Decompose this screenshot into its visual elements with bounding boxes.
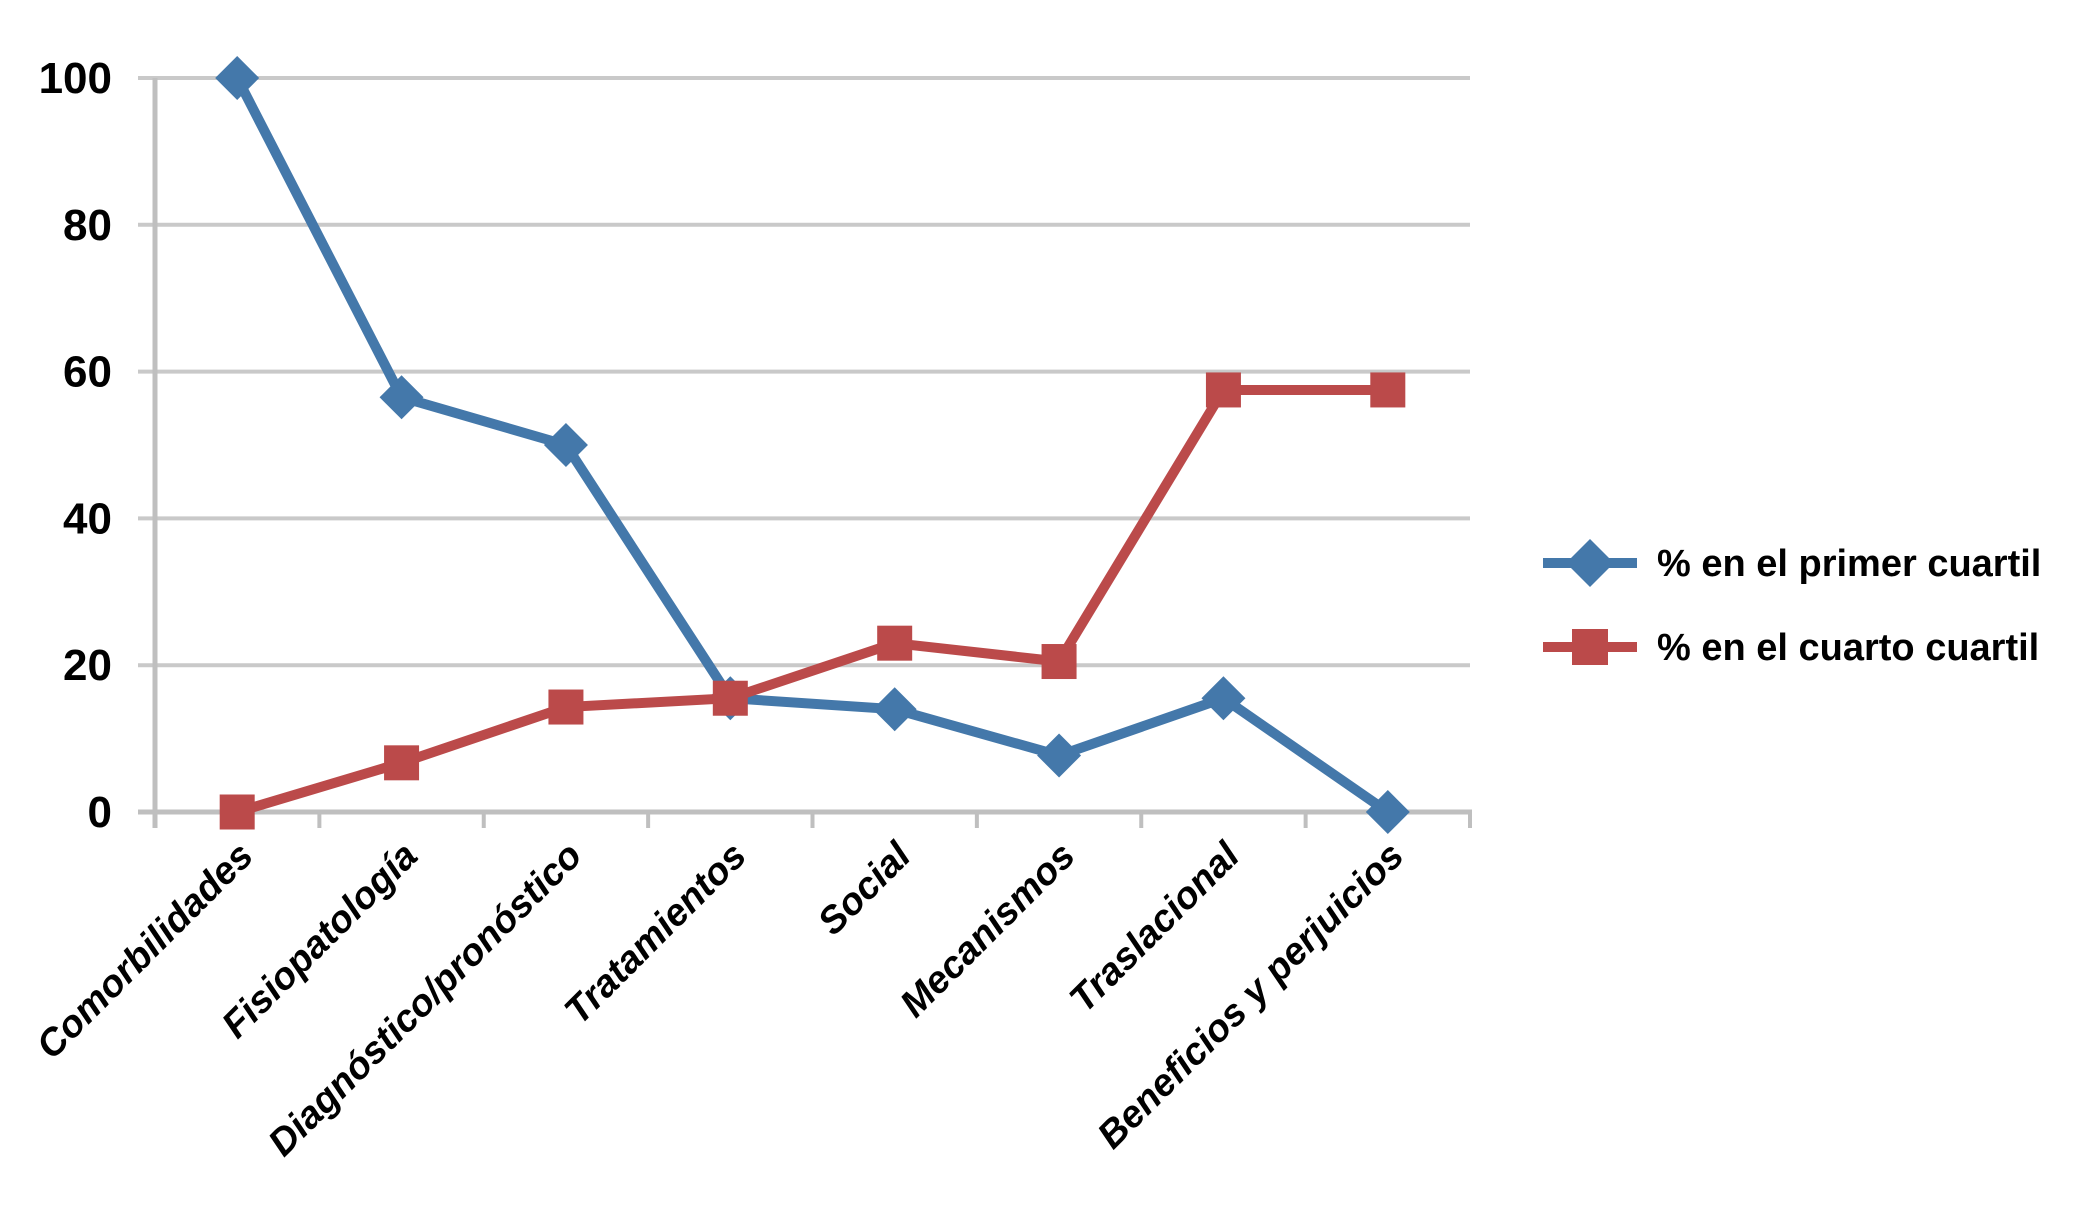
- y-tick-label: 0: [88, 788, 112, 837]
- legend: % en el primer cuartil % en el cuarto cua…: [1543, 539, 2041, 669]
- y-tick-label: 60: [63, 348, 112, 397]
- x-category-label: Beneficios y perjuicios: [1090, 835, 1412, 1157]
- legend-label: % en el primer cuartil: [1657, 543, 2041, 585]
- y-tick-label: 100: [39, 54, 112, 103]
- square-marker: [219, 794, 255, 830]
- square-marker: [712, 680, 748, 716]
- diamond-marker: [1365, 790, 1410, 834]
- square-marker: [1370, 372, 1406, 408]
- diamond-marker: [379, 375, 424, 420]
- x-category-labels: ComorbilidadesFisiopatologíaDiagnóstico/…: [29, 834, 1412, 1165]
- axes: [138, 78, 1472, 828]
- x-category-label: Social: [810, 834, 920, 944]
- legend-entry: % en el primer cuartil: [1543, 539, 2041, 587]
- diamond-marker: [543, 423, 588, 467]
- legend-label: % en el cuarto cuartil: [1657, 627, 2039, 669]
- diamond-marker: [1201, 676, 1246, 721]
- square-marker: [1041, 644, 1077, 680]
- gridlines: [138, 76, 1470, 668]
- y-tick-label: 40: [63, 494, 112, 543]
- series-line: [235, 384, 1388, 817]
- series-primer-cuartil: [215, 56, 1410, 834]
- x-category-label: Comorbilidades: [29, 835, 262, 1068]
- x-category-label: Traslacional: [1062, 834, 1249, 1021]
- y-tick-label: 80: [63, 201, 112, 250]
- square-marker: [548, 689, 584, 725]
- diamond-marker: [1037, 733, 1082, 778]
- diamond-marker: [215, 56, 260, 100]
- x-category-label: Mecanismos: [892, 835, 1083, 1026]
- square-marker: [1572, 629, 1608, 665]
- y-tick-label: 20: [63, 641, 112, 690]
- square-marker: [384, 745, 420, 781]
- diamond-marker: [1566, 539, 1614, 587]
- legend-entry: % en el cuarto cuartil: [1543, 627, 2039, 669]
- series-cuarto-cuartil: [219, 372, 1406, 830]
- y-axis-labels: 0 20 40 60 80 100: [39, 54, 112, 837]
- diamond-marker: [872, 687, 917, 732]
- series-line: [232, 75, 1391, 817]
- square-marker: [1205, 372, 1241, 408]
- square-marker: [877, 625, 913, 661]
- x-category-label: Diagnóstico/pronóstico: [261, 835, 591, 1165]
